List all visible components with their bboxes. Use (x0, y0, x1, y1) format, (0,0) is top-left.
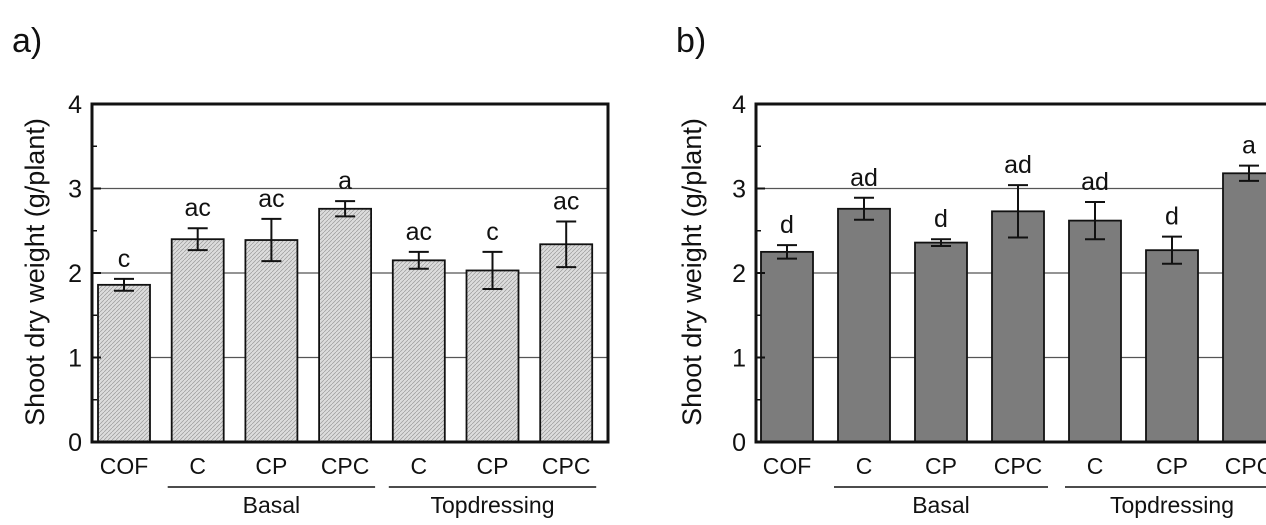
category-label: C (189, 453, 206, 479)
significance-label: d (1165, 203, 1179, 231)
bar (1222, 172, 1266, 443)
category-label: C (1087, 453, 1104, 479)
category-label: CP (1156, 453, 1188, 479)
category-label: CPC (542, 453, 591, 479)
bar (1145, 249, 1199, 443)
y-tick-label: 4 (68, 91, 82, 119)
category-label: CP (255, 453, 287, 479)
significance-label: ac (406, 218, 432, 246)
significance-label: ad (1004, 151, 1032, 179)
panel-b: b) Shoot dry weight (g/plant) 0 1 2 3 4 COF C… (676, 22, 1266, 518)
panel-label: b) (676, 22, 706, 60)
bar (170, 238, 225, 443)
category-label: C (856, 453, 873, 479)
significance-label: a (1242, 132, 1256, 160)
group-label: Topdressing (430, 492, 554, 518)
group-label: Basal (243, 492, 301, 518)
significance-label: d (780, 211, 794, 239)
category-label: COF (763, 453, 812, 479)
category-label: CP (477, 453, 509, 479)
significance-label: ac (258, 185, 284, 213)
category-label: CPC (1225, 453, 1266, 479)
y-tick-label: 4 (732, 91, 746, 119)
bar (465, 269, 520, 443)
y-tick-label: 1 (68, 345, 82, 373)
y-tick-label: 0 (68, 429, 82, 457)
category-label: C (410, 453, 427, 479)
bar (991, 210, 1045, 443)
panel-a: a) Shoot dry weight (g/plant) 0 1 2 3 4 COF C… (12, 22, 610, 518)
bar (914, 241, 968, 443)
significance-label: c (486, 218, 499, 246)
category-label: CPC (321, 453, 370, 479)
bar (391, 259, 446, 443)
category-label: CPC (994, 453, 1043, 479)
y-tick-label: 3 (68, 176, 82, 204)
bar (1068, 219, 1122, 443)
category-label: COF (100, 453, 149, 479)
y-tick-label: 0 (732, 429, 746, 457)
significance-label: d (934, 205, 948, 233)
y-tick-label: 3 (732, 176, 746, 204)
bar (97, 283, 151, 443)
panel-label: a) (12, 22, 42, 60)
y-tick-label: 2 (68, 260, 82, 288)
significance-label: c (118, 245, 131, 273)
significance-label: ac (184, 194, 210, 222)
bar (318, 207, 373, 443)
bar (837, 207, 891, 443)
y-axis-label: Shoot dry weight (g/plant) (20, 118, 50, 426)
significance-label: ac (553, 187, 579, 215)
group-label: Basal (912, 492, 970, 518)
category-label: CP (925, 453, 957, 479)
y-tick-label: 1 (732, 345, 746, 373)
y-axis-label: Shoot dry weight (g/plant) (677, 118, 707, 426)
group-label: Topdressing (1110, 492, 1234, 518)
bar (760, 250, 814, 443)
significance-label: ad (1081, 168, 1109, 196)
significance-label: a (338, 167, 352, 195)
significance-label: ad (850, 164, 878, 192)
y-tick-label: 2 (732, 260, 746, 288)
bar (539, 243, 594, 443)
bar (244, 239, 299, 443)
